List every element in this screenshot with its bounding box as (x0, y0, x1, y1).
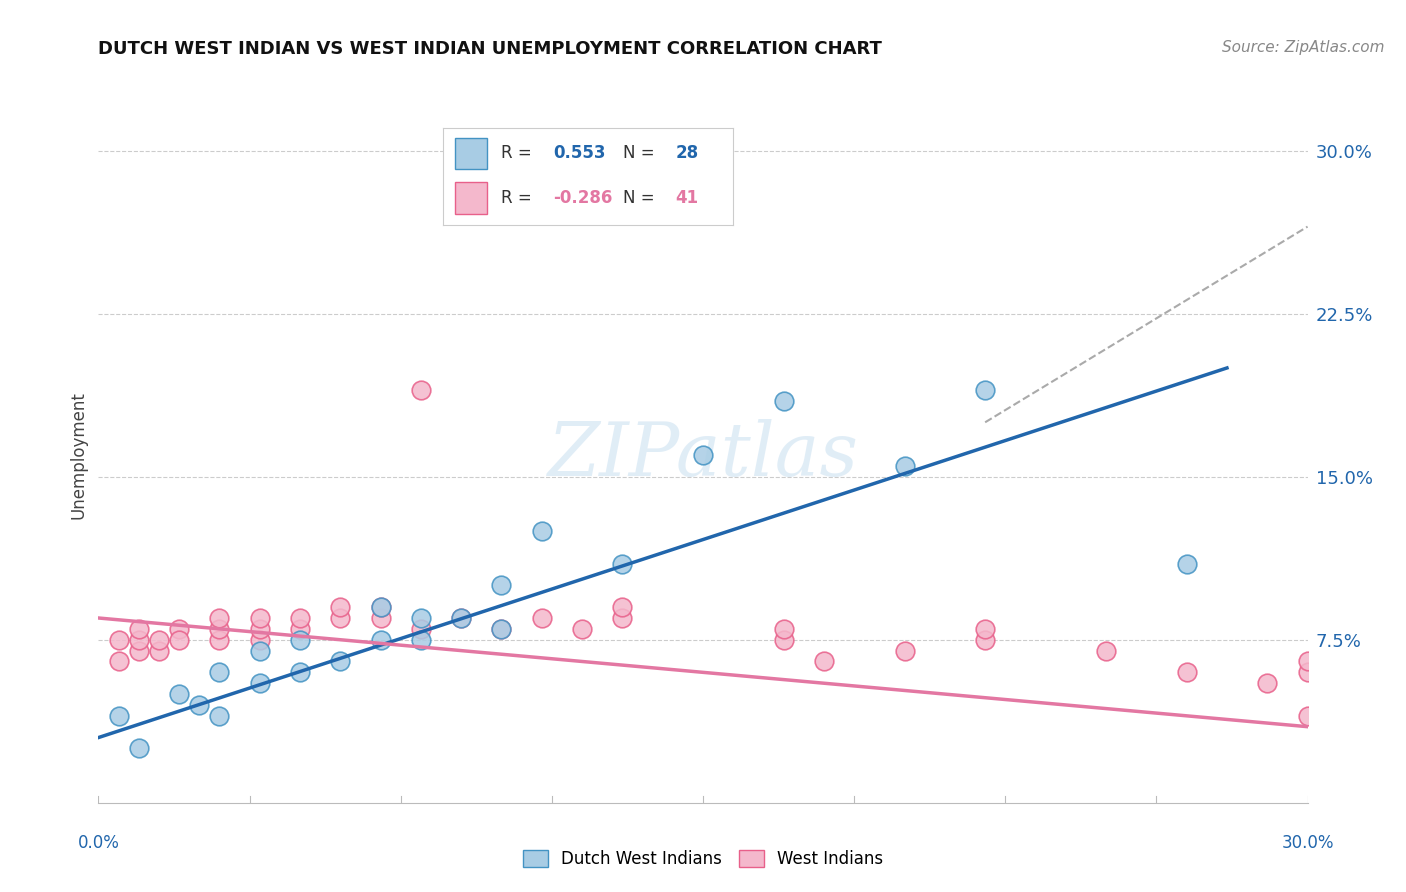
Point (249, 643, 271, 657)
Legend: Dutch West Indians, West Indians: Dutch West Indians, West Indians (516, 843, 890, 875)
Point (974, 632, 997, 647)
Point (208, 611, 231, 625)
Point (128, 632, 150, 647)
Point (107, 632, 129, 647)
Point (491, 578, 513, 592)
Point (167, 687, 190, 701)
Point (249, 632, 271, 647)
Point (1296, 665, 1319, 680)
Point (409, 611, 432, 625)
Point (370, 600, 392, 615)
Point (208, 708, 231, 723)
Point (1175, 557, 1198, 571)
Point (530, 611, 553, 625)
Point (491, 622, 513, 636)
Text: Source: ZipAtlas.com: Source: ZipAtlas.com (1222, 40, 1385, 55)
Point (288, 611, 311, 625)
Point (370, 611, 392, 625)
Point (893, 458, 915, 473)
Point (329, 655, 352, 669)
Point (893, 643, 915, 657)
Point (772, 622, 794, 636)
Point (107, 655, 129, 669)
Text: 30.0%: 30.0% (1281, 834, 1334, 852)
Point (1095, 643, 1118, 657)
Point (329, 600, 352, 615)
Point (491, 622, 513, 636)
Point (249, 622, 271, 636)
Text: DUTCH WEST INDIAN VS WEST INDIAN UNEMPLOYMENT CORRELATION CHART: DUTCH WEST INDIAN VS WEST INDIAN UNEMPLO… (98, 40, 883, 58)
Point (128, 622, 150, 636)
Point (409, 383, 432, 397)
Text: ZIPatlas: ZIPatlas (547, 418, 859, 491)
Point (813, 655, 835, 669)
Point (188, 698, 211, 712)
Point (288, 632, 311, 647)
Point (167, 622, 190, 636)
Point (208, 665, 231, 680)
Point (1296, 655, 1319, 669)
Point (128, 643, 150, 657)
Point (288, 622, 311, 636)
Point (208, 622, 231, 636)
Point (208, 632, 231, 647)
Point (571, 622, 593, 636)
Point (107, 708, 129, 723)
Point (409, 632, 432, 647)
Point (1256, 676, 1278, 690)
Point (329, 611, 352, 625)
Point (370, 632, 392, 647)
Point (249, 676, 271, 690)
Point (148, 643, 170, 657)
Point (612, 611, 634, 625)
Point (612, 600, 634, 615)
Point (450, 611, 472, 625)
Point (409, 622, 432, 636)
Point (530, 524, 553, 538)
Y-axis label: Unemployment: Unemployment (69, 391, 87, 519)
Point (612, 557, 634, 571)
Point (1296, 708, 1319, 723)
Point (450, 611, 472, 625)
Point (148, 632, 170, 647)
Point (1175, 665, 1198, 680)
Point (974, 622, 997, 636)
Point (370, 600, 392, 615)
Point (167, 632, 190, 647)
Point (772, 393, 794, 408)
Point (128, 741, 150, 756)
Point (249, 611, 271, 625)
Point (288, 665, 311, 680)
Point (974, 383, 997, 397)
Point (692, 448, 714, 462)
Point (772, 632, 794, 647)
Text: 0.0%: 0.0% (77, 834, 120, 852)
